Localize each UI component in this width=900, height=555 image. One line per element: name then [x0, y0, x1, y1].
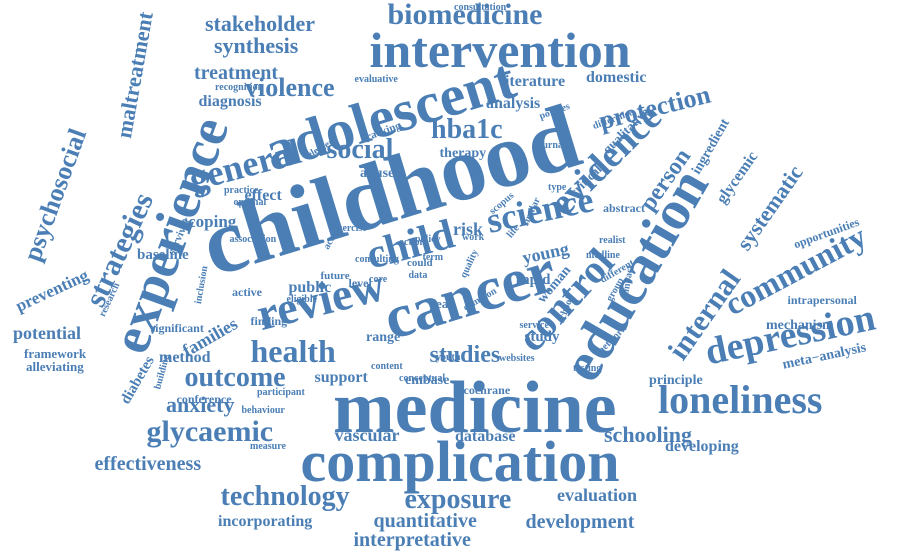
cloud-word: service	[519, 320, 549, 331]
cloud-word: conference	[176, 392, 232, 406]
cloud-word: public	[288, 279, 332, 296]
cloud-word: finding	[250, 314, 288, 328]
cloud-word: outcome	[184, 362, 286, 393]
cloud-word: loneliness	[658, 377, 823, 422]
cloud-word: term	[422, 252, 444, 263]
cloud-word: exposure	[404, 484, 512, 515]
cloud-word: inclusion	[192, 265, 211, 305]
cloud-word: glycemic	[713, 148, 762, 207]
cloud-word: preventing	[12, 264, 92, 316]
cloud-word: embase	[405, 373, 450, 388]
cloud-word: risk	[453, 219, 484, 239]
cloud-word: diagnosis	[198, 93, 262, 110]
cloud-word: development	[525, 511, 635, 533]
cloud-word: psychosocial	[17, 124, 92, 265]
cloud-word: optimal	[233, 197, 267, 208]
cloud-word: vascular	[334, 425, 400, 445]
cloud-word: policy	[415, 234, 441, 245]
cloud-word: intrapersonal	[787, 293, 857, 307]
cloud-word: baseline	[137, 246, 189, 263]
cloud-word: diabetes	[117, 353, 158, 407]
cloud-word: medline	[586, 250, 620, 261]
cloud-word: method	[159, 349, 211, 366]
cloud-word: developing	[665, 438, 739, 455]
cloud-word: consultation	[454, 2, 507, 13]
cloud-word: active	[232, 285, 262, 299]
cloud-word: maltreatment	[111, 9, 158, 141]
cloud-word: association	[229, 234, 277, 245]
cloud-word: social	[326, 134, 394, 165]
cloud-word: participant	[257, 387, 305, 398]
cloud-word: could	[407, 256, 433, 269]
cloud-word: study	[524, 328, 560, 345]
cloud-word: principle	[649, 373, 703, 388]
cloud-word: effectiveness	[94, 453, 202, 475]
cloud-word: realist	[599, 235, 626, 246]
cloud-word: studies	[429, 342, 501, 368]
cloud-word: incorporating	[218, 513, 313, 530]
cloud-word: level	[348, 276, 372, 290]
cloud-word: evaluation	[557, 485, 638, 505]
cloud-word: exercise	[333, 223, 367, 234]
cloud-word: violence	[245, 73, 335, 102]
cloud-word: measure	[250, 441, 286, 452]
cloud-word: future	[320, 269, 350, 282]
cloud-word: interpretative	[353, 529, 471, 551]
cloud-word: testing	[573, 363, 602, 374]
cloud-word: analysis	[486, 95, 541, 112]
cloud-word: range	[366, 330, 401, 345]
cloud-word: scoping	[181, 211, 237, 231]
cloud-word: significant	[150, 321, 204, 335]
cloud-word: medicine	[333, 367, 617, 449]
cloud-word: action	[399, 237, 426, 248]
cloud-word: consulting	[355, 254, 399, 265]
cloud-word: youth	[436, 352, 461, 363]
cloud-word: treatment	[194, 62, 279, 84]
cloud-word: quantitative	[373, 510, 477, 532]
cloud-word: recognition	[215, 82, 264, 93]
cloud-word: synthesis	[214, 33, 299, 58]
cloud-word: intervention	[369, 22, 631, 78]
cloud-word: domestic	[586, 69, 647, 86]
cloud-word: schooling	[604, 422, 693, 447]
cloud-word: work	[462, 232, 485, 243]
cloud-word: behaviour	[241, 405, 285, 416]
cloud-word: journal	[534, 140, 566, 151]
cloud-word: literature	[500, 73, 566, 90]
cloud-word: biomedicine	[387, 0, 543, 31]
cloud-word: content	[371, 361, 403, 372]
cloud-word: practice	[224, 185, 259, 196]
cloud-word: data	[408, 270, 428, 281]
cloud-word: alleviating	[26, 358, 84, 374]
cloud-word: anxiety	[166, 392, 235, 417]
cloud-word: health	[250, 333, 336, 369]
cloud-word: websites	[499, 353, 535, 364]
cloud-word: complication	[300, 429, 620, 494]
cloud-word: ingredient	[688, 116, 733, 178]
cloud-word: rapid	[515, 271, 551, 288]
cloud-word: therapy	[439, 146, 487, 161]
cloud-word: type	[548, 182, 567, 193]
cloud-word: database	[455, 428, 516, 445]
cloud-word: support	[314, 369, 368, 386]
cloud-word: conceptual	[399, 373, 446, 384]
cloud-word: evaluative	[354, 74, 398, 85]
cloud-word: effect	[244, 187, 282, 204]
cloud-word: abuse	[360, 166, 395, 181]
cloud-word: core	[369, 274, 388, 285]
cloud-word: cochrane	[463, 383, 511, 397]
cloud-word: eligible	[286, 294, 318, 305]
cloud-word: glycaemic	[146, 415, 274, 448]
cloud-word: abstract	[603, 201, 645, 215]
cloud-word: technology	[220, 481, 350, 512]
cloud-word: hba1c	[431, 114, 503, 145]
cloud-word: potential	[13, 323, 82, 343]
cloud-word: mechanism	[766, 318, 834, 333]
cloud-word: framework	[24, 345, 87, 361]
cloud-word: year	[429, 295, 455, 311]
cloud-word: stakeholder	[205, 11, 315, 36]
